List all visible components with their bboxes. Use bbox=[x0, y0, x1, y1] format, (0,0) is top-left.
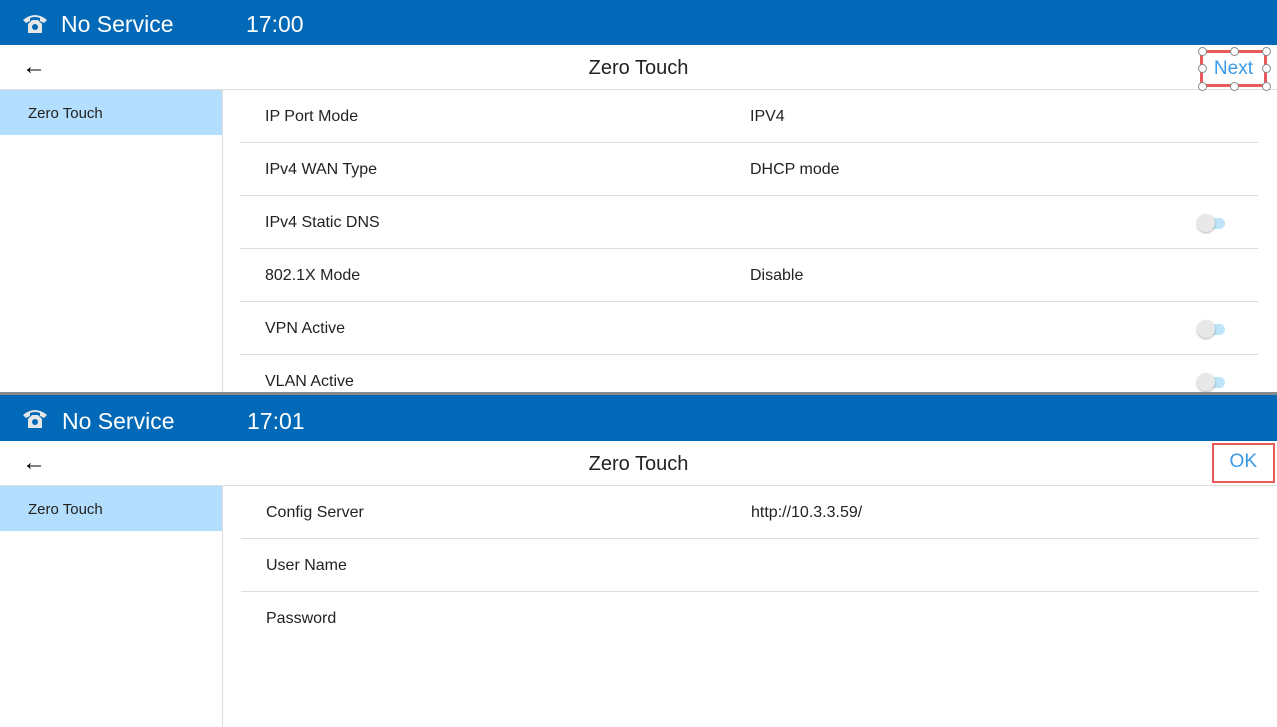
setting-label: IP Port Mode bbox=[265, 108, 359, 125]
setting-8021x-mode[interactable]: 802.1X Mode Disable bbox=[240, 249, 1258, 302]
clock: 17:00 bbox=[246, 11, 304, 37]
phone-icon bbox=[23, 410, 47, 428]
sidebar-item-zero-touch[interactable]: Zero Touch bbox=[0, 486, 222, 531]
sidebar: Zero Touch bbox=[0, 90, 223, 393]
selection-handle bbox=[1262, 82, 1271, 91]
vpn-toggle[interactable] bbox=[1197, 320, 1225, 338]
setting-ip-port-mode[interactable]: IP Port Mode IPV4 bbox=[240, 90, 1258, 143]
page-title: Zero Touch bbox=[588, 57, 689, 79]
setting-label: Config Server bbox=[266, 504, 364, 521]
setting-ipv4-wan-type[interactable]: IPv4 WAN Type DHCP mode bbox=[240, 143, 1258, 196]
selection-handle bbox=[1262, 47, 1271, 56]
clock: 17:01 bbox=[247, 408, 305, 434]
sidebar: Zero Touch bbox=[0, 486, 223, 727]
setting-value: Disable bbox=[750, 267, 804, 284]
settings-list: IP Port Mode IPV4 IPv4 WAN Type DHCP mode … bbox=[240, 90, 1258, 393]
setting-label: VLAN Active bbox=[265, 373, 354, 390]
setting-vlan-active: VLAN Active bbox=[240, 355, 1258, 393]
setting-value: IPV4 bbox=[750, 108, 785, 125]
divider bbox=[0, 392, 1277, 395]
setting-label: 802.1X Mode bbox=[265, 267, 361, 284]
status-bar: No Service 17:01 bbox=[0, 395, 1277, 441]
selection-handle bbox=[1198, 47, 1207, 56]
setting-ipv4-static-dns: IPv4 Static DNS bbox=[240, 196, 1258, 249]
static-dns-toggle[interactable] bbox=[1197, 214, 1225, 232]
header: ← Zero Touch OK bbox=[0, 441, 1277, 486]
phone-icon bbox=[23, 15, 47, 33]
selection-handle bbox=[1230, 82, 1239, 91]
setting-value: http://10.3.3.59/ bbox=[751, 504, 863, 521]
screen-1: No Service 17:00 ← Zero Touch Next Zero … bbox=[0, 0, 1277, 393]
setting-config-server[interactable]: Config Server http://10.3.3.59/ bbox=[241, 486, 1259, 539]
page-title: Zero Touch bbox=[588, 453, 689, 475]
service-status: No Service bbox=[61, 11, 174, 37]
selection-handle bbox=[1198, 64, 1207, 73]
back-arrow-icon[interactable]: ← bbox=[22, 449, 46, 476]
setting-label: Password bbox=[266, 610, 337, 627]
service-status: No Service bbox=[62, 408, 175, 434]
selection-handle bbox=[1198, 82, 1207, 91]
back-arrow-icon[interactable]: ← bbox=[22, 53, 46, 80]
setting-user-name[interactable]: User Name bbox=[241, 539, 1259, 592]
screen-2: No Service 17:01 ← Zero Touch OK Zero To… bbox=[0, 395, 1277, 727]
setting-label: IPv4 Static DNS bbox=[265, 214, 380, 231]
ok-button[interactable]: OK bbox=[1211, 443, 1275, 483]
setting-vpn-active: VPN Active bbox=[240, 302, 1258, 355]
status-bar: No Service 17:00 bbox=[0, 0, 1277, 45]
setting-label: User Name bbox=[266, 557, 347, 574]
setting-label: VPN Active bbox=[265, 320, 346, 337]
vlan-toggle[interactable] bbox=[1197, 373, 1225, 391]
selection-handle bbox=[1262, 64, 1271, 73]
setting-password[interactable]: Password bbox=[241, 592, 1259, 645]
settings-list: Config Server http://10.3.3.59/ User Name… bbox=[241, 486, 1259, 645]
setting-label: IPv4 WAN Type bbox=[265, 161, 378, 178]
setting-value: DHCP mode bbox=[750, 161, 840, 178]
sidebar-item-zero-touch[interactable]: Zero Touch bbox=[0, 90, 222, 135]
selection-handle bbox=[1230, 47, 1239, 56]
header: ← Zero Touch Next bbox=[0, 45, 1277, 91]
